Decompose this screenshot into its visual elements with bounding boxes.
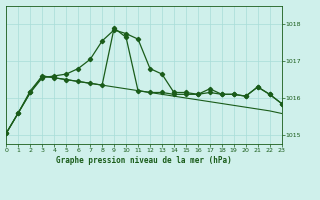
X-axis label: Graphe pression niveau de la mer (hPa): Graphe pression niveau de la mer (hPa) <box>56 156 232 165</box>
